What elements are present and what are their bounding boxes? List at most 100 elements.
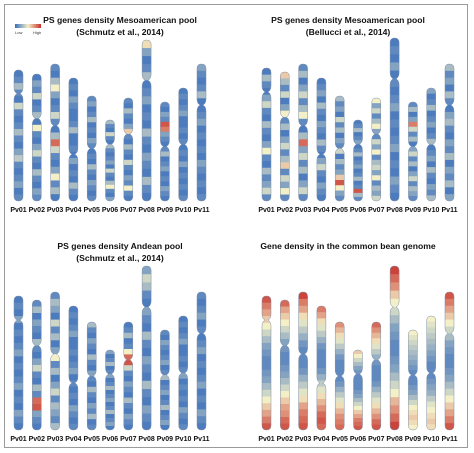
density-band <box>160 111 170 118</box>
density-band <box>123 175 133 181</box>
density-band <box>105 370 115 375</box>
density-band <box>280 352 290 360</box>
chromosome-outline <box>196 63 207 202</box>
density-band <box>262 369 271 377</box>
density-band <box>68 108 78 116</box>
density-band <box>280 84 290 92</box>
density-band <box>298 319 308 328</box>
density-band <box>197 180 206 188</box>
chromosome-label-pv10: Pv10 <box>423 436 439 443</box>
density-band <box>197 132 206 140</box>
density-band <box>123 327 133 334</box>
density-band <box>160 370 170 376</box>
chromosome-pv11-panel-1 <box>196 63 207 202</box>
density-band <box>371 327 381 334</box>
density-band <box>50 146 60 154</box>
density-band <box>316 176 326 184</box>
density-band <box>142 96 152 105</box>
density-band <box>160 106 170 113</box>
density-band <box>335 101 345 108</box>
density-band <box>14 349 23 357</box>
density-band <box>390 152 400 161</box>
density-band <box>316 405 326 412</box>
density-band <box>123 332 133 339</box>
density-band <box>408 405 418 411</box>
density-band <box>335 332 345 339</box>
density-band <box>335 195 345 201</box>
density-band <box>160 390 170 396</box>
density-band <box>123 365 133 372</box>
density-band <box>123 103 133 109</box>
density-band <box>426 316 436 323</box>
chromosome-outline <box>178 87 188 202</box>
density-band <box>262 356 271 364</box>
density-band <box>280 117 290 125</box>
density-band <box>105 390 115 395</box>
density-band <box>316 96 326 104</box>
chromosome-pv09-panel-2 <box>408 101 418 202</box>
density-band <box>280 404 290 412</box>
density-band <box>68 386 78 394</box>
density-band <box>123 123 133 130</box>
density-band <box>335 386 345 393</box>
density-band <box>105 386 115 391</box>
density-band <box>445 402 454 410</box>
density-band <box>50 111 60 120</box>
density-band <box>445 416 454 424</box>
density-band <box>50 312 60 321</box>
density-band <box>87 349 97 355</box>
density-band <box>178 373 188 380</box>
density-band <box>426 133 436 140</box>
chromosome-label-pv09: Pv09 <box>157 207 173 214</box>
density-band <box>142 56 152 65</box>
density-band <box>178 367 188 374</box>
density-band <box>50 340 60 348</box>
density-band <box>353 406 363 411</box>
density-band <box>197 139 206 147</box>
density-band <box>298 312 308 321</box>
density-band <box>142 160 152 170</box>
density-band <box>371 134 381 140</box>
density-band <box>353 422 363 427</box>
density-band <box>68 121 78 128</box>
density-band <box>197 340 206 348</box>
density-band <box>50 374 60 383</box>
density-band <box>142 48 152 57</box>
density-bands <box>68 78 78 201</box>
density-band <box>298 194 308 201</box>
density-band <box>87 332 97 339</box>
density-band <box>445 111 454 120</box>
density-band <box>390 274 400 283</box>
density-band <box>445 166 454 175</box>
density-band <box>316 355 326 363</box>
density-band <box>408 136 418 143</box>
density-band <box>408 385 418 391</box>
density-band <box>280 142 290 150</box>
density-band <box>142 356 152 365</box>
density-band <box>426 373 436 380</box>
density-band <box>390 62 400 72</box>
density-band <box>123 376 133 382</box>
density-band <box>105 414 115 419</box>
chromosome-outline <box>426 315 436 431</box>
density-band <box>335 338 345 345</box>
density-band <box>68 330 78 338</box>
density-band <box>123 190 133 197</box>
density-band <box>335 354 345 361</box>
density-band <box>105 120 115 125</box>
density-bands <box>353 350 363 430</box>
density-band <box>105 164 115 170</box>
density-band <box>14 128 23 137</box>
density-band <box>280 149 290 157</box>
density-band <box>68 170 78 177</box>
density-band <box>371 338 381 345</box>
density-bands <box>262 296 271 430</box>
density-band <box>197 305 206 314</box>
density-bands <box>32 300 42 430</box>
density-band <box>316 423 326 430</box>
density-band <box>353 168 363 174</box>
density-band <box>68 380 78 388</box>
density-band <box>426 99 436 106</box>
chromosome-label-pv05: Pv05 <box>332 436 348 443</box>
density-band <box>371 170 381 176</box>
